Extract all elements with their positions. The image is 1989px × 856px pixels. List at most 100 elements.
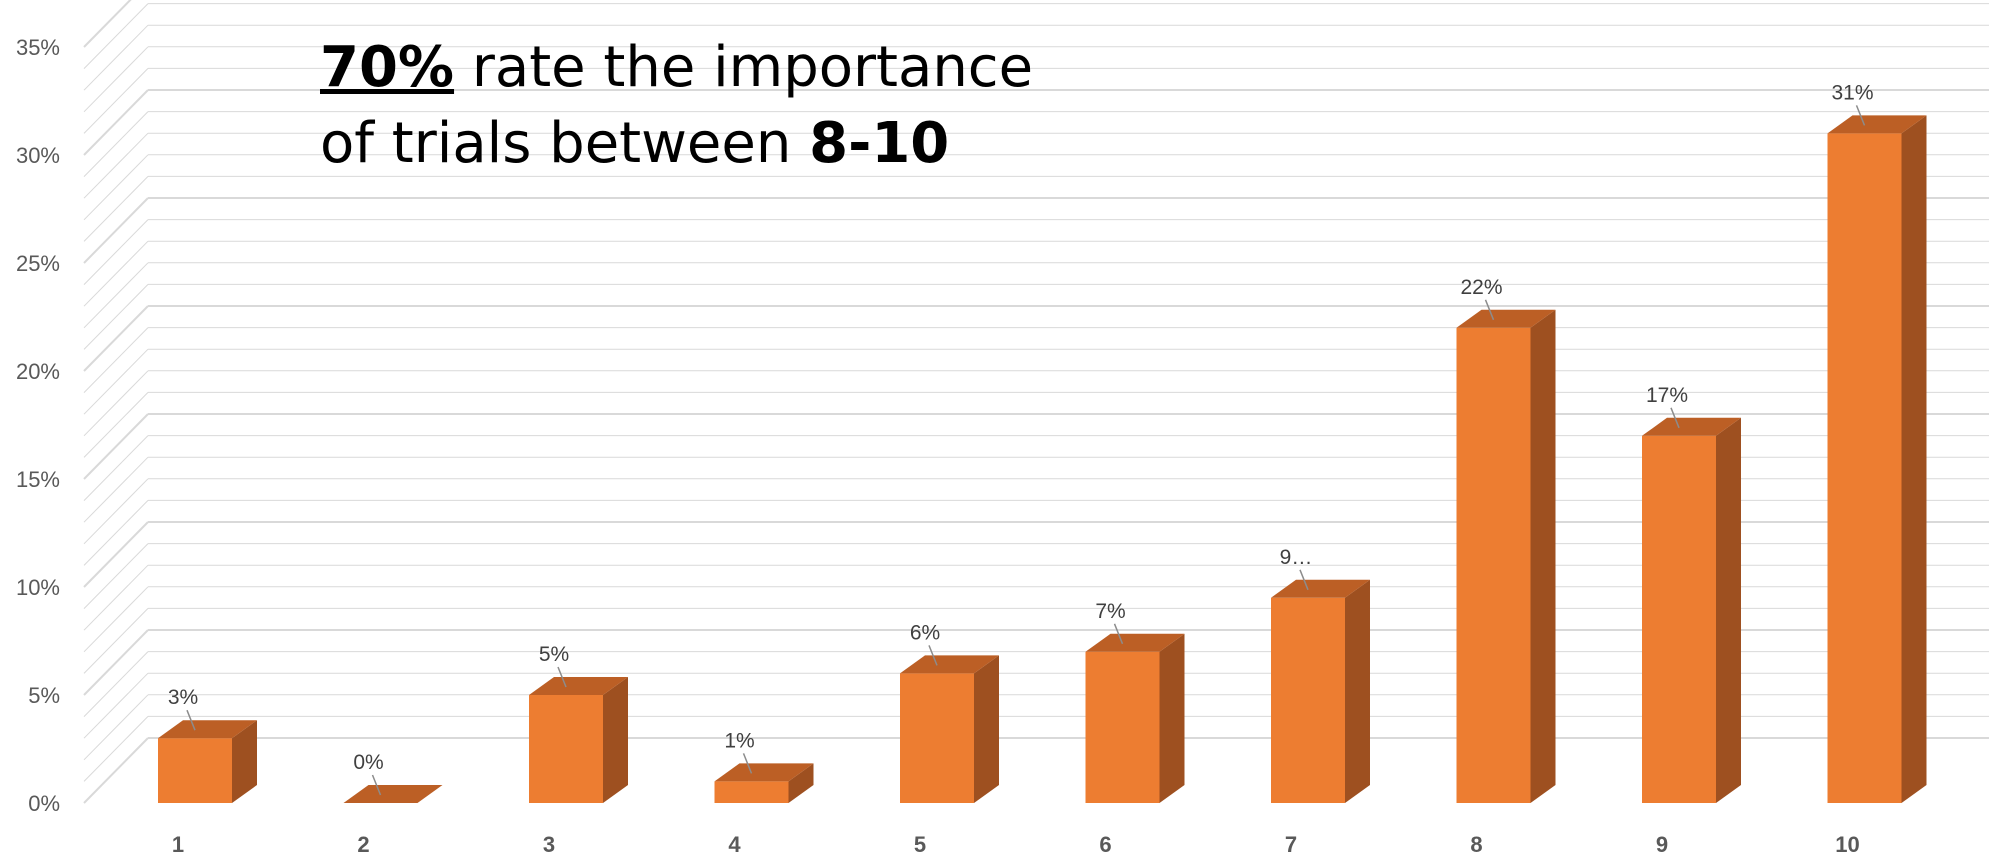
gridline-depth	[83, 435, 149, 501]
gridline-depth	[83, 46, 149, 113]
bar	[1827, 115, 1927, 803]
bar-top-face	[158, 720, 257, 739]
bar-side-face	[1159, 633, 1185, 803]
data-label-leader	[1299, 569, 1309, 591]
gridline-depth	[83, 392, 149, 458]
gridline-depth	[83, 694, 149, 761]
y-tick-label: 15%	[16, 467, 60, 492]
data-label-leader	[1670, 407, 1680, 429]
gridline-depth	[83, 305, 149, 372]
y-tick-label: 20%	[16, 359, 60, 384]
data-label: 7%	[1095, 600, 1125, 623]
bar-front-face	[1827, 133, 1902, 803]
data-label: 22%	[1460, 276, 1502, 299]
headline-line-2: of trials between 8-10	[320, 106, 1033, 182]
bar	[1271, 579, 1370, 803]
bar-side-face	[1901, 115, 1927, 803]
data-label: 31%	[1831, 81, 1873, 104]
gridline-depth	[83, 629, 149, 696]
gridline-depth	[83, 219, 149, 285]
data-label: 9…	[1280, 546, 1313, 569]
bar-front-face	[1271, 597, 1345, 803]
headline-line-1-text: rate the importance	[454, 35, 1034, 100]
gridline-depth	[83, 543, 149, 609]
bar-front-face	[1642, 435, 1716, 803]
gridline-depth	[83, 0, 132, 48]
x-tick-label: 6	[1099, 832, 1111, 856]
x-tick-label: 9	[1656, 832, 1668, 856]
bar-side-face	[788, 763, 814, 803]
gridline-depth	[83, 586, 149, 653]
bar-front-face	[1085, 651, 1160, 803]
x-tick-label: 4	[728, 832, 741, 856]
data-label: 1%	[724, 729, 754, 752]
data-label: 5%	[539, 643, 569, 666]
data-label: 6%	[910, 621, 940, 644]
bar-side-face	[974, 655, 999, 803]
bar-front-face	[158, 738, 232, 803]
data-label-leader	[1855, 105, 1866, 126]
y-tick-label: 10%	[16, 575, 60, 600]
x-tick-label: 5	[914, 832, 926, 856]
gridline-depth	[83, 176, 149, 242]
data-label-leader	[371, 774, 382, 796]
x-tick-label: 7	[1285, 832, 1297, 856]
chart-headline: 70% rate the importance of trials betwee…	[320, 30, 1033, 182]
gridline-depth	[83, 651, 149, 717]
gridline-depth	[83, 111, 149, 177]
headline-line-2-text: of trials between	[320, 111, 810, 176]
bar	[900, 655, 999, 803]
bar-top-face	[1456, 309, 1556, 328]
x-tick-label: 8	[1470, 832, 1482, 856]
x-axis-ticks: 1 2 3 4 5 6 7 8 9 10	[172, 832, 1860, 856]
data-label-leader	[186, 709, 196, 731]
gridline-depth	[83, 132, 149, 199]
y-tick-label: 30%	[16, 143, 60, 168]
gridline-depth	[83, 716, 149, 782]
bar-top-face	[1271, 579, 1370, 598]
gridline-depth	[83, 608, 149, 674]
bar-side-face	[1716, 417, 1741, 803]
data-label-leader	[742, 753, 753, 774]
data-label: 3%	[168, 686, 198, 709]
bar-front-face	[529, 695, 603, 803]
gridline-depth	[83, 262, 149, 329]
bar-top-face	[529, 677, 628, 695]
gridline-depth	[83, 413, 149, 480]
bar-front-face	[714, 781, 789, 803]
gridline-depth	[83, 500, 149, 566]
gridline-depth	[83, 284, 149, 350]
x-tick-label: 3	[543, 832, 555, 856]
bar-side-face	[1345, 579, 1370, 803]
headline-range: 8-10	[809, 111, 950, 176]
gridline-depth	[83, 348, 149, 415]
bar-top-face	[1085, 633, 1185, 652]
gridline-depth	[83, 3, 149, 69]
bar	[714, 763, 814, 803]
bar	[1642, 417, 1741, 803]
gridline-depth	[83, 478, 149, 545]
gridline-depth	[83, 672, 149, 739]
bars	[158, 115, 1927, 803]
bar-side-face	[232, 720, 257, 803]
headline-line-1: 70% rate the importance	[320, 30, 1033, 106]
bar	[1085, 633, 1185, 803]
data-labels: 3% 0% 5% 1% 6% 7% 9… 22% 17% 31%	[168, 81, 1874, 796]
bar-top-face	[343, 785, 443, 803]
headline-percent: 70%	[320, 35, 455, 100]
gridline-depth	[83, 68, 149, 134]
data-label-leader	[1113, 623, 1124, 645]
gridline-depth	[83, 154, 149, 221]
gridline-depth	[83, 24, 149, 91]
y-tick-label: 5%	[28, 683, 60, 708]
bar-front-face	[900, 673, 974, 803]
gridline-depth	[83, 456, 149, 523]
bar	[1456, 309, 1556, 803]
gridline-depth	[83, 327, 149, 393]
gridline-depth	[83, 564, 149, 631]
gridline-depth	[83, 370, 149, 437]
bar	[529, 677, 628, 803]
y-tick-label: 25%	[16, 251, 60, 276]
data-label-leader	[557, 666, 567, 688]
